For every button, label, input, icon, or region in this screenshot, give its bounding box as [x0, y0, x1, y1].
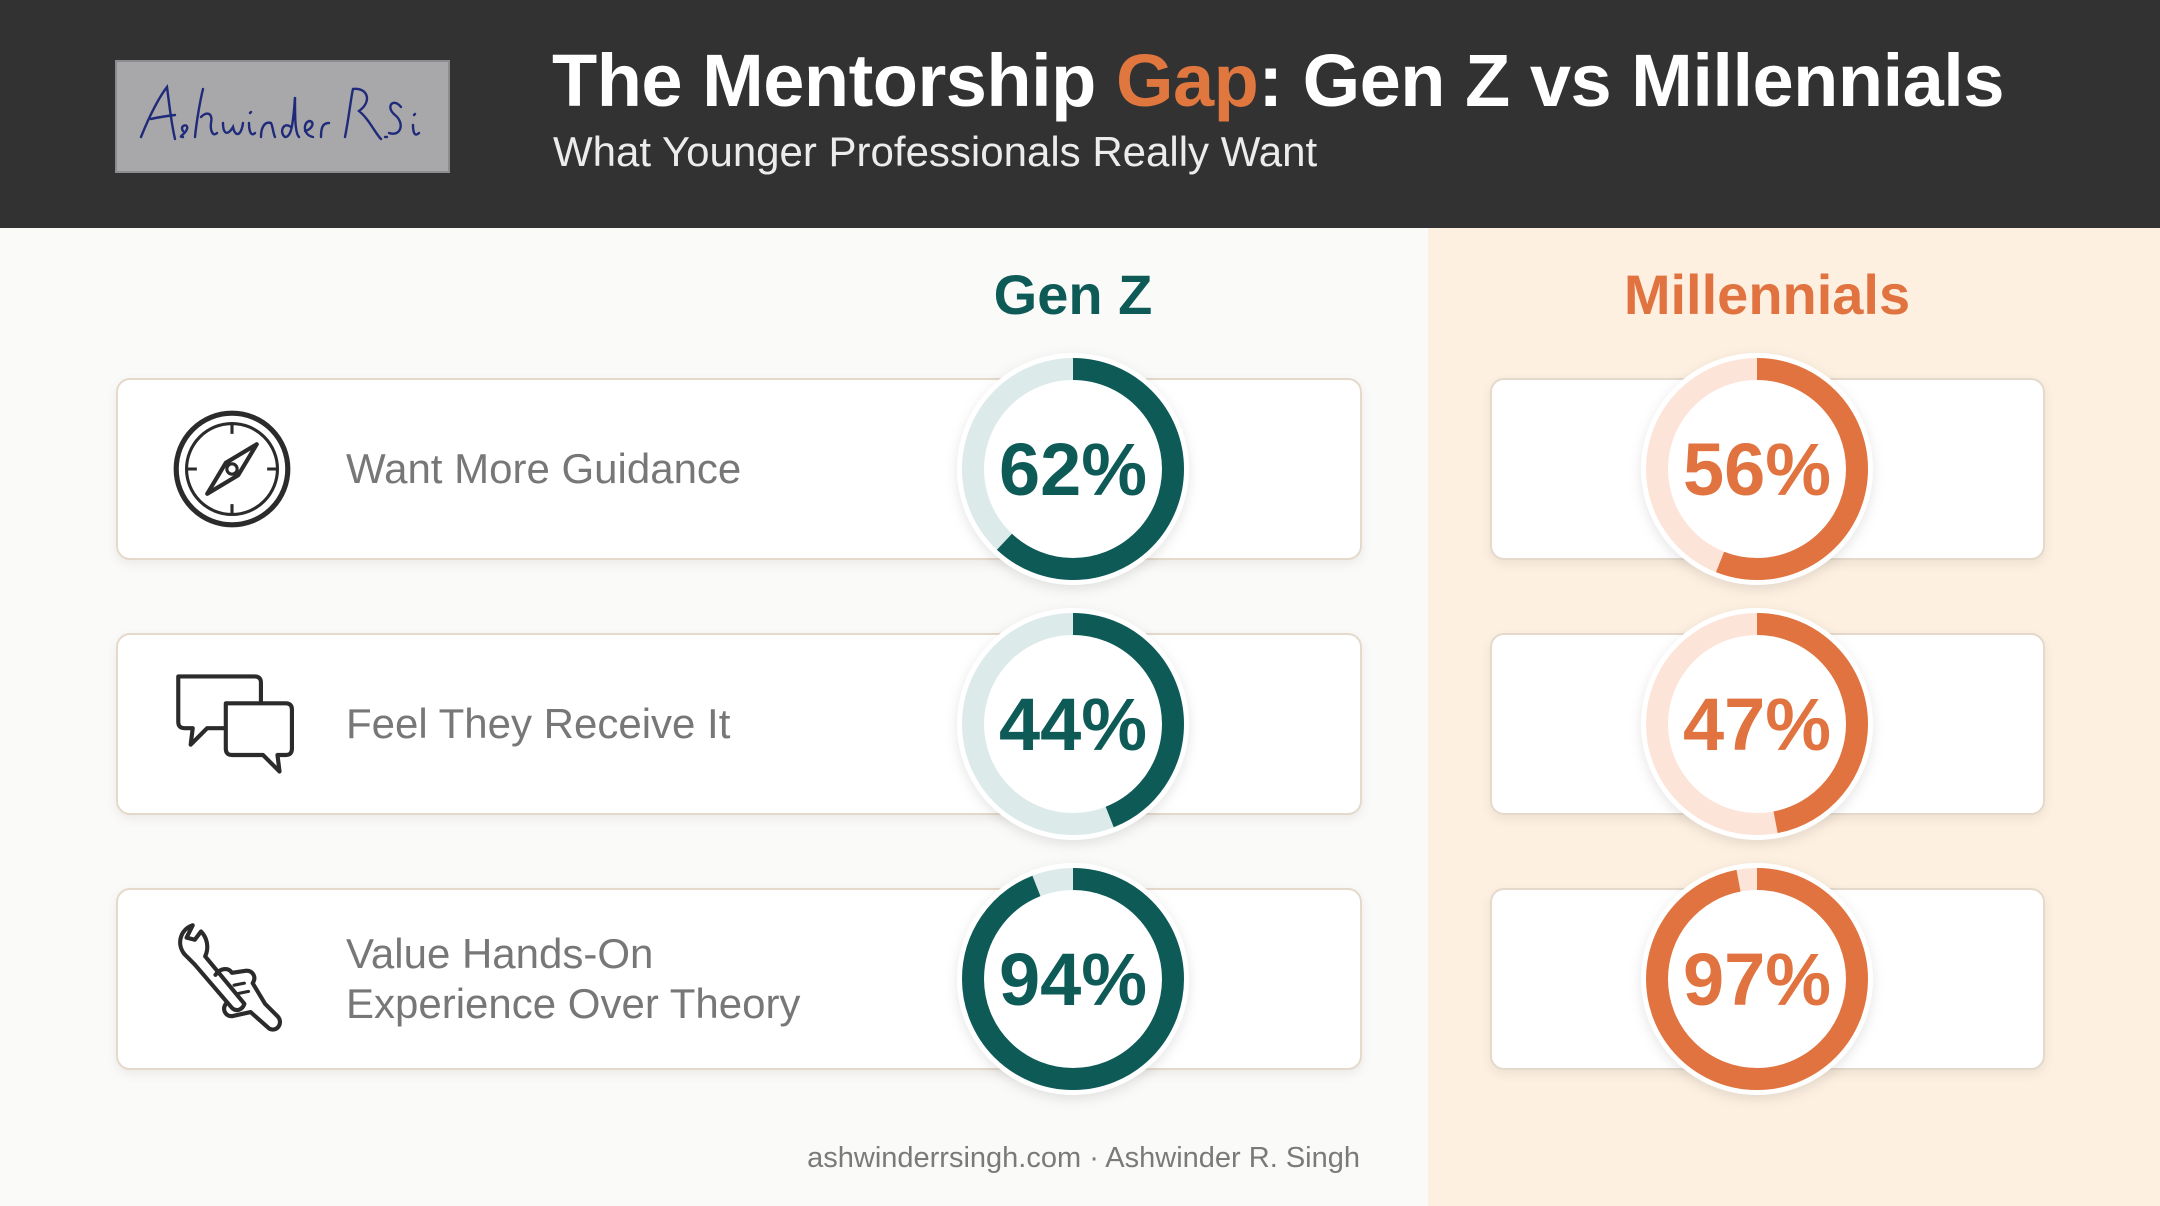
row-label-guidance: Want More Guidance	[346, 445, 742, 492]
page-title: The Mentorship Gap: Gen Z vs Millennials	[552, 38, 2004, 123]
millennials-column-header: Millennials	[1623, 263, 1911, 326]
wrench-hand-icon	[178, 923, 283, 1032]
genz-column-header: Gen Z	[993, 263, 1153, 326]
millennials-card-hands-on	[1490, 888, 2045, 1070]
compass-icon	[173, 410, 291, 528]
page-subtitle: What Younger Professionals Really Want	[553, 128, 1318, 175]
title-accent: Gap	[1115, 39, 1259, 122]
footer-credit: ashwinderrsingh.com · Ashwinder R. Singh	[807, 1142, 1360, 1174]
signature-image	[139, 83, 420, 140]
millennials-card-receive	[1490, 633, 2045, 815]
header-bar: The Mentorship Gap: Gen Z vs Millennials…	[0, 0, 2160, 228]
row-label-receive: Feel They Receive It	[346, 700, 731, 747]
signature-logo	[115, 60, 450, 173]
millennials-card-guidance	[1490, 378, 2045, 560]
row-label-hands-on: Value Hands-On Experience Over Theory	[346, 930, 801, 1027]
row-card-receive	[116, 633, 1362, 815]
title-part-2: : Gen Z vs Millennials	[1258, 39, 2004, 122]
title-part-1: The Mentorship	[552, 39, 1116, 122]
chat-bubbles-icon	[176, 674, 294, 774]
